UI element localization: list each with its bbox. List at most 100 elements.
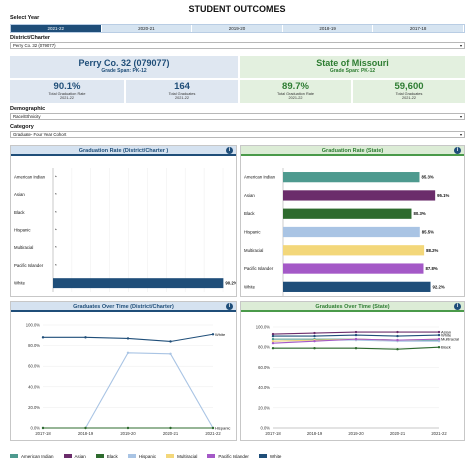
tab-2021-22[interactable]: 2021-22 — [11, 25, 102, 32]
district-name: Perry Co. 32 (079077) — [78, 58, 170, 68]
legend-item-hispanic[interactable]: Hispanic — [127, 454, 156, 459]
data-label: * — [55, 245, 57, 250]
series-end-label: Black — [441, 345, 451, 350]
x-tick-label: 2019-20 — [120, 431, 136, 436]
category-label: White — [244, 284, 256, 289]
legend-item-multiracial[interactable]: Multiracial — [166, 454, 197, 459]
category-label: Asian — [14, 192, 25, 197]
data-label: 88.2% — [426, 248, 438, 253]
data-label: * — [55, 192, 57, 197]
page-title: STUDENT OUTCOMES — [188, 4, 286, 14]
category-label: Hispanic — [14, 228, 31, 233]
district-graduates-card: 164 Total Graduates 2021-22 — [126, 80, 238, 103]
x-tick-label: 2018-19 — [307, 431, 323, 436]
data-label: 92.2% — [433, 284, 445, 289]
district-rate-chart: 0.0% 10.0% 20.0% 30.0% 40.0% 50.0% 60.0% 70.0% 8… — [14, 168, 238, 300]
legend-item-white[interactable]: White — [258, 453, 282, 459]
point-pacific-islander — [313, 339, 316, 343]
legend-item-american-indian[interactable]: American Indian — [10, 454, 54, 459]
point-asian — [313, 331, 316, 335]
y-tick-label: 0.0% — [30, 426, 40, 431]
tab-2020-21[interactable]: 2020-21 — [101, 25, 193, 32]
point-multiracial — [271, 339, 275, 343]
category-label: Asian — [244, 193, 255, 198]
category-select[interactable]: Graduate- Four Year Cohort ▾ — [10, 131, 465, 138]
x-tick-label: 2018-19 — [78, 431, 94, 436]
district-graduates-label: Total Graduates — [168, 92, 196, 96]
point-pacific-islander — [437, 337, 441, 341]
x-tick-label: 20.0% — [85, 295, 97, 296]
data-label: 85.3% — [421, 175, 433, 180]
state-graduates-card: 59,600 Total Graduates 2021-22 — [353, 80, 465, 103]
y-tick-label: 100.0% — [256, 325, 270, 330]
point-white — [169, 340, 172, 343]
point-black — [41, 426, 45, 430]
info-icon[interactable]: i — [226, 303, 233, 310]
district-select[interactable]: Perry Co. 32 (079077) ▾ — [10, 42, 465, 49]
district-graduates-year: 2021-22 — [175, 96, 189, 100]
chevron-down-icon: ▾ — [459, 114, 462, 119]
point-hispanic — [437, 339, 441, 343]
legend-item-pacific-islander[interactable]: Pacific Islander — [207, 454, 249, 459]
state-grade-span: Grade Span: PK-12 — [329, 68, 376, 74]
category-label: Black — [244, 211, 255, 216]
point-black — [354, 347, 358, 350]
x-tick-label: 2021-22 — [205, 431, 221, 436]
data-label: 90.2% — [225, 281, 236, 286]
y-tick-label: 80.0% — [28, 343, 40, 348]
point-asian — [271, 332, 275, 336]
point-black — [126, 426, 130, 430]
district-grad-rate-label: Total Graduation Rate — [48, 92, 86, 96]
point-pacific-islander — [354, 337, 358, 341]
category-select-value: Graduate- Four Year Cohort — [13, 132, 67, 137]
district-grad-rate: 90.1% — [53, 81, 81, 92]
y-tick-label: 0.0% — [260, 426, 270, 431]
district-filter-label: District/Charter — [10, 35, 51, 41]
data-label: 95.1% — [437, 193, 449, 198]
district-rate-panel: Graduation Rate (District/Charter ) i 0.… — [10, 145, 238, 300]
tab-2018-19[interactable]: 2018-19 — [282, 25, 374, 32]
year-tabs: 2021-22 2020-21 2019-20 2018-19 2017-18 — [10, 24, 465, 33]
demographic-filter-label: Demographic — [10, 106, 46, 112]
tab-2017-18[interactable]: 2017-18 — [373, 25, 464, 32]
demographic-select[interactable]: Race/Ethnicity ▾ — [10, 113, 465, 120]
district-grad-rate-year: 2021-22 — [60, 96, 74, 100]
data-label: * — [55, 228, 57, 233]
x-tick-label: 2017-18 — [265, 431, 281, 436]
x-tick-label: 90.0% — [217, 295, 229, 296]
bar-black — [283, 208, 412, 219]
district-grad-rate-card: 90.1% Total Graduation Rate 2021-22 — [10, 80, 124, 103]
point-white — [41, 336, 45, 339]
district-rate-title: Graduation Rate (District/Charter ) — [11, 146, 236, 156]
chevron-down-icon: ▾ — [459, 132, 462, 137]
legend-label: White — [269, 453, 282, 459]
point-white — [271, 334, 275, 338]
legend-label: Asian — [74, 453, 86, 459]
data-label: 80.3% — [413, 211, 425, 216]
legend-item-black[interactable]: Black — [95, 454, 118, 459]
x-tick-label: 2021-22 — [431, 431, 447, 436]
series-line-hispanic — [43, 352, 214, 429]
state-graduates-label: Total Graduates — [395, 92, 423, 96]
bar-white — [53, 278, 224, 289]
data-label: * — [55, 174, 57, 179]
info-icon[interactable]: i — [454, 147, 461, 154]
state-trend-title: Graduates Over Time (State) — [241, 302, 464, 312]
bar-white — [283, 281, 431, 292]
legend-swatch — [258, 454, 267, 458]
x-tick-label: 70.0% — [179, 295, 191, 296]
y-tick-label: 40.0% — [28, 384, 40, 389]
info-icon[interactable]: i — [454, 303, 461, 310]
info-icon[interactable]: i — [226, 147, 233, 154]
series-end-label: White — [215, 332, 226, 337]
demographic-select-value: Race/Ethnicity — [13, 114, 41, 119]
x-tick-label: 30.0% — [104, 295, 116, 296]
point-white — [437, 333, 441, 337]
bar-asian — [283, 190, 436, 201]
tab-2019-20[interactable]: 2019-20 — [192, 25, 283, 32]
legend-item-asian[interactable]: Asian — [63, 453, 86, 459]
category-label: Multiracial — [14, 245, 33, 250]
x-tick-label: 2020-21 — [390, 431, 406, 436]
x-tick-label: 50.0% — [142, 295, 154, 296]
point-white — [313, 334, 316, 338]
